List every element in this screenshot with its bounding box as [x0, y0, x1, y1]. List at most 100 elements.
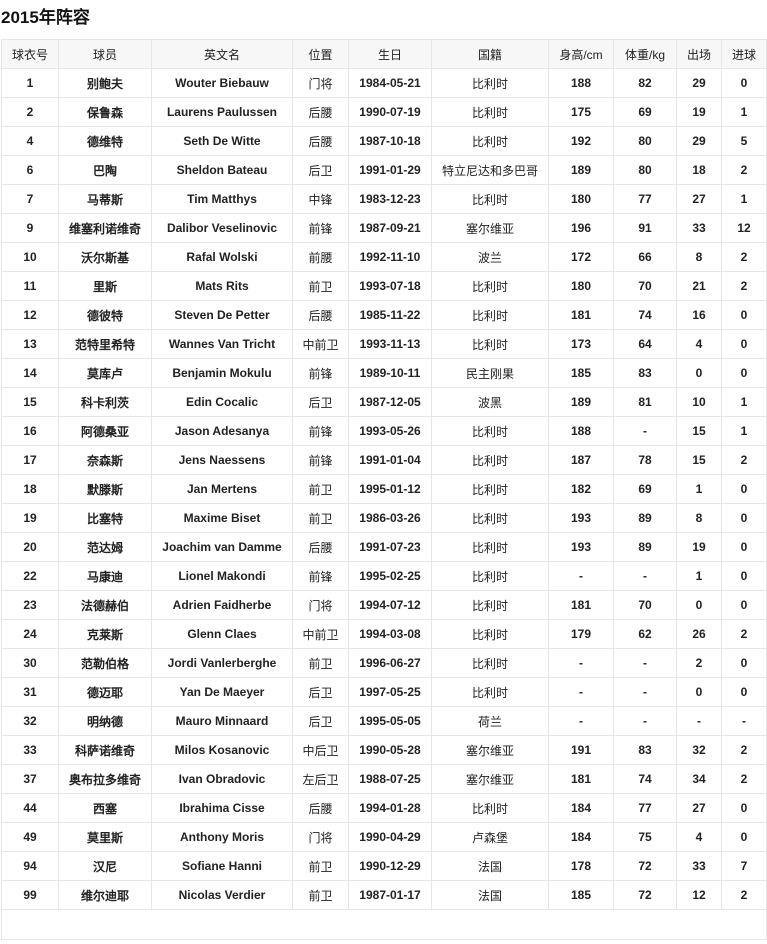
cell-weight: - [613, 416, 677, 446]
cell-position: 后腰 [292, 126, 349, 156]
cell-english-name: Nicolas Verdier [151, 880, 293, 910]
table-row: 44 西塞 Ibrahima Cisse 后腰 1994-01-28 比利时 184 77 27… [1, 793, 767, 823]
cell-number: 44 [1, 793, 59, 823]
cell-english-name: Adrien Faidherbe [151, 590, 293, 620]
table-row: 16 阿德桑亚 Jason Adesanya 前锋 1993-05-26 比利时 188-1… [1, 416, 767, 446]
table-row: 1 别鲍夫 Wouter Biebauw 门将 1984-05-21 比利时 188 82 29… [1, 68, 767, 98]
cell-height: - [548, 648, 614, 678]
cell-birthday: 1990-12-29 [348, 851, 432, 881]
cell-goals: 5 [721, 126, 767, 156]
table-row: 22 马康迪 Lionel Makondi 前锋 1995-02-25 比利时 - -1 0 [1, 561, 767, 591]
cell-player: 奥布拉多维奇 [58, 764, 152, 794]
cell-birthday: 1994-03-08 [348, 619, 432, 649]
cell-english-name: Joachim van Damme [151, 532, 293, 562]
cell-position: 前卫 [292, 474, 349, 504]
cell-player: 德迈耶 [58, 677, 152, 707]
cell-player: 沃尔斯基 [58, 242, 152, 272]
cell-position: 后卫 [292, 387, 349, 417]
cell-height: 181 [548, 300, 614, 330]
cell-english-name: Ivan Obradovic [151, 764, 293, 794]
cell-weight: 77 [613, 793, 677, 823]
table-row: 23 法德赫伯 Adrien Faidherbe 门将 1994-07-12 比利时 181… [1, 590, 767, 620]
cell-goals: 0 [721, 590, 767, 620]
cell-nationality: 法国 [431, 851, 549, 881]
cell-nationality: 比利时 [431, 619, 549, 649]
cell-player: 西塞 [58, 793, 152, 823]
cell-height: 180 [548, 184, 614, 214]
table-row: 94 汉尼 Sofiane Hanni 前卫 1990-12-29 法国 178 72 33 7 [1, 851, 767, 881]
cell-player: 默滕斯 [58, 474, 152, 504]
cell-weight: 80 [613, 126, 677, 156]
cell-english-name: Jens Naessens [151, 445, 293, 475]
table-row: 33 科萨诺维奇 Milos Kosanovic 中后卫 1990-05-28 塞尔维亚 1… [1, 735, 767, 765]
cell-weight: 70 [613, 590, 677, 620]
cell-goals: 2 [721, 880, 767, 910]
cell-english-name: Jason Adesanya [151, 416, 293, 446]
cell-goals: 0 [721, 329, 767, 359]
cell-height: 182 [548, 474, 614, 504]
cell-weight: 82 [613, 68, 677, 98]
cell-player: 马康迪 [58, 561, 152, 591]
cell-goals: 2 [721, 445, 767, 475]
cell-english-name: Yan De Maeyer [151, 677, 293, 707]
empty-row [1, 909, 767, 940]
cell-appearances: 27 [676, 793, 722, 823]
cell-birthday: 1991-07-23 [348, 532, 432, 562]
cell-player: 科萨诺维奇 [58, 735, 152, 765]
cell-height: 188 [548, 68, 614, 98]
cell-weight: 70 [613, 271, 677, 301]
cell-nationality: 波兰 [431, 242, 549, 272]
cell-player: 比塞特 [58, 503, 152, 533]
table-row: 99 维尔迪耶 Nicolas Verdier 前卫 1987-01-17 法国 185 72… [1, 880, 767, 910]
cell-position: 后腰 [292, 300, 349, 330]
table-row: 15 科卡利茨 Edin Cocalic 后卫 1987-12-05 波黑 189 81 10 1 [1, 387, 767, 417]
cell-english-name: Mauro Minnaard [151, 706, 293, 736]
cell-nationality: 塞尔维亚 [431, 735, 549, 765]
cell-appearances: 0 [676, 590, 722, 620]
cell-position: 前锋 [292, 358, 349, 388]
cell-birthday: 1996-06-27 [348, 648, 432, 678]
cell-player: 巴陶 [58, 155, 152, 185]
cell-weight: 80 [613, 155, 677, 185]
cell-weight: 89 [613, 532, 677, 562]
cell-height: - [548, 561, 614, 591]
cell-number: 24 [1, 619, 59, 649]
cell-goals: 2 [721, 735, 767, 765]
cell-english-name: Jan Mertens [151, 474, 293, 504]
cell-appearances: 16 [676, 300, 722, 330]
column-header-appearances: 出场 [676, 39, 722, 69]
cell-english-name: Laurens Paulussen [151, 97, 293, 127]
cell-number: 33 [1, 735, 59, 765]
cell-appearances: 32 [676, 735, 722, 765]
cell-appearances: 18 [676, 155, 722, 185]
cell-nationality: 比利时 [431, 126, 549, 156]
cell-birthday: 1986-03-26 [348, 503, 432, 533]
column-header-birthday: 生日 [348, 39, 432, 69]
cell-english-name: Maxime Biset [151, 503, 293, 533]
table-row: 2 保鲁森 Laurens Paulussen 后腰 1990-07-19 比利时 175 6… [1, 97, 767, 127]
cell-height: 185 [548, 358, 614, 388]
table-row: 4 德维特 Seth De Witte 后腰 1987-10-18 比利时 192 80 29 5 [1, 126, 767, 156]
cell-number: 2 [1, 97, 59, 127]
cell-goals: 0 [721, 358, 767, 388]
cell-appearances: 0 [676, 358, 722, 388]
cell-player: 法德赫伯 [58, 590, 152, 620]
cell-number: 31 [1, 677, 59, 707]
cell-number: 11 [1, 271, 59, 301]
cell-position: 前锋 [292, 213, 349, 243]
cell-appearances: 15 [676, 445, 722, 475]
cell-player: 范达姆 [58, 532, 152, 562]
cell-number: 32 [1, 706, 59, 736]
cell-birthday: 1993-07-18 [348, 271, 432, 301]
cell-number: 30 [1, 648, 59, 678]
cell-position: 前锋 [292, 416, 349, 446]
cell-nationality: 比利时 [431, 445, 549, 475]
cell-player: 范勒伯格 [58, 648, 152, 678]
cell-birthday: 1987-01-17 [348, 880, 432, 910]
cell-height: 181 [548, 590, 614, 620]
cell-english-name: Sheldon Bateau [151, 155, 293, 185]
cell-player: 维尔迪耶 [58, 880, 152, 910]
cell-appearances: 19 [676, 97, 722, 127]
cell-english-name: Milos Kosanovic [151, 735, 293, 765]
cell-goals: 2 [721, 155, 767, 185]
